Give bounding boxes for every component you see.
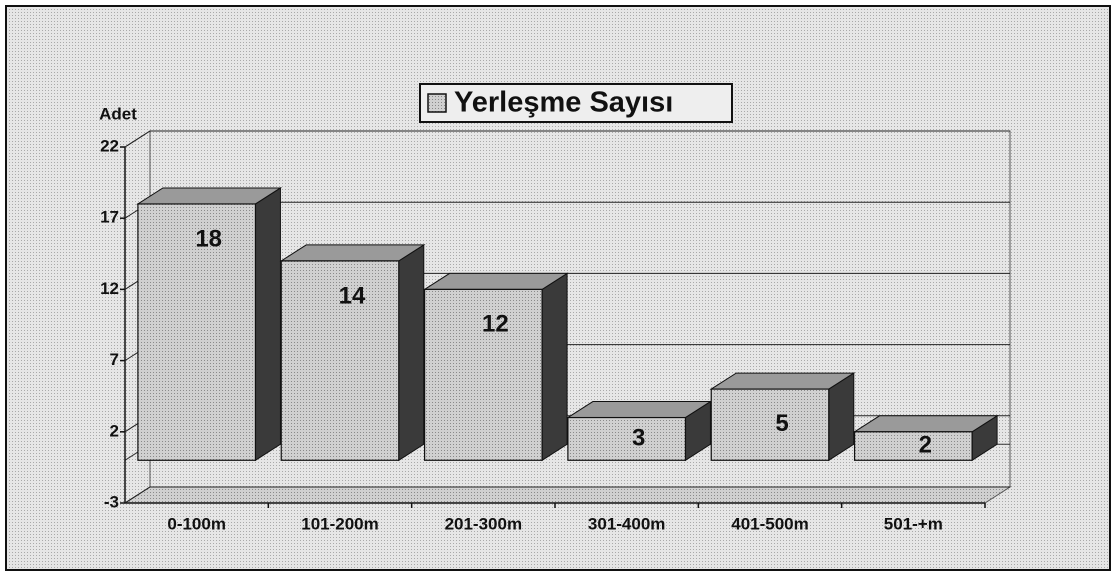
grid-line <box>124 486 1010 504</box>
bar <box>423 288 543 461</box>
x-tick-label: 301-400m <box>588 514 666 533</box>
y-tick-label: 2 <box>110 421 119 440</box>
bar-top <box>136 187 283 205</box>
bar <box>567 416 687 461</box>
x-tick-label: 101-200m <box>301 514 379 533</box>
bar-top <box>422 272 569 290</box>
data-label: 5 <box>775 410 788 437</box>
bar-side <box>254 187 281 462</box>
legend-box <box>419 83 733 123</box>
bar-top <box>709 372 856 390</box>
bar <box>280 260 400 461</box>
x-tick-label: 201-300m <box>445 514 523 533</box>
y-tick-label: 17 <box>100 208 119 227</box>
legend-label: Yerleşme Sayısı <box>454 87 673 119</box>
bar-top <box>852 415 999 433</box>
bar-side <box>398 244 425 462</box>
data-label: 12 <box>482 311 509 338</box>
y-tick-label: 12 <box>100 279 119 298</box>
x-tick-label: 501-+m <box>884 514 943 533</box>
bar-side <box>541 272 568 462</box>
legend-swatch <box>427 93 447 113</box>
y-tick-label: 7 <box>110 350 119 369</box>
data-label: 14 <box>339 282 366 309</box>
grid-line <box>124 130 1010 148</box>
bar <box>710 388 830 461</box>
x-tick-label: 0-100m <box>167 514 226 533</box>
floor <box>123 486 1012 504</box>
data-label: 2 <box>919 431 932 458</box>
y-tick-label: -3 <box>104 492 119 511</box>
legend: Yerleşme Sayısı <box>419 83 733 123</box>
x-tick-label: 401-500m <box>731 514 809 533</box>
data-label: 18 <box>195 225 222 252</box>
bar <box>853 431 973 461</box>
bar-top <box>566 401 713 419</box>
bar-top <box>279 244 426 262</box>
data-label: 3 <box>632 424 645 451</box>
y-tick-label: 22 <box>100 136 119 155</box>
y-axis-label: Adet <box>99 104 137 123</box>
bar <box>137 203 257 461</box>
